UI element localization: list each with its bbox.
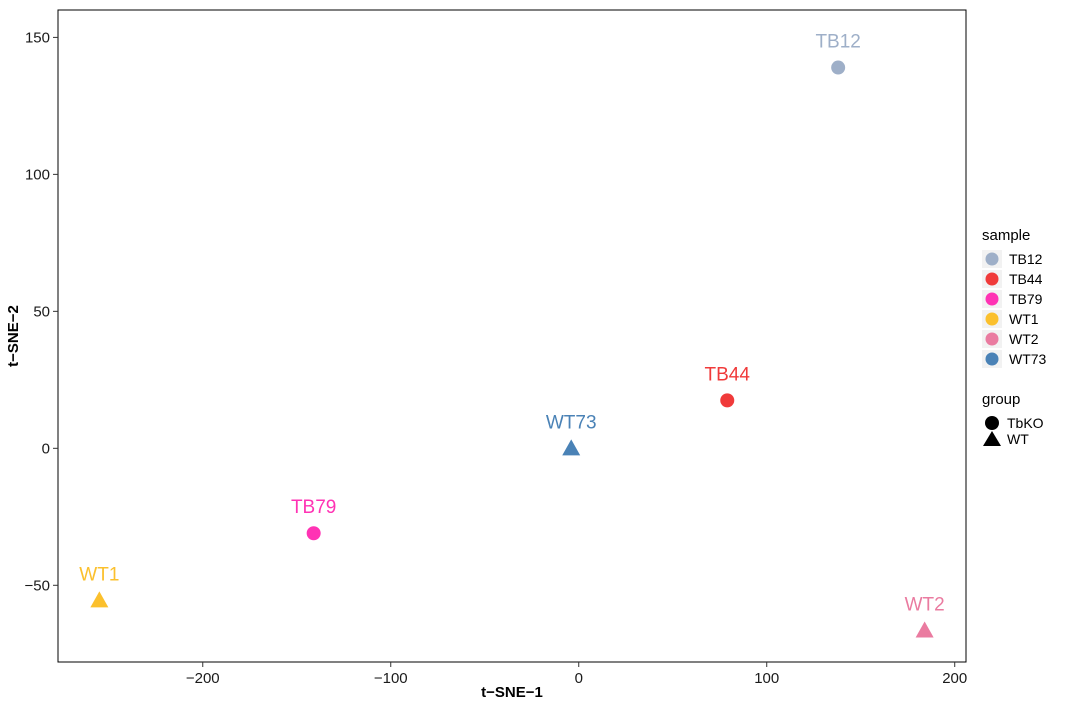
- x-tick-label: 100: [754, 670, 779, 687]
- x-tick-label: 0: [575, 670, 583, 687]
- point-tb79-circle: [306, 526, 321, 541]
- x-axis-title: t−SNE−1: [481, 684, 543, 701]
- x-tick-label: −100: [374, 670, 408, 687]
- point-tb12-circle: [831, 60, 846, 75]
- legend-sample-swatch: [985, 292, 999, 306]
- x-tick-label: −200: [186, 670, 220, 687]
- legend-group-triangle-icon: [983, 431, 1001, 446]
- legend-sample-label: WT2: [1009, 331, 1039, 347]
- legend-sample-swatch: [985, 272, 999, 286]
- legend: sample TB12 TB44 TB79 WT1 WT2 WT73 group TbKO…: [982, 227, 1047, 447]
- point-label-wt2: WT2: [905, 594, 945, 615]
- y-axis: −50 0 50 100 150: [25, 29, 58, 594]
- legend-sample-label: WT1: [1009, 311, 1039, 327]
- y-axis-title: t−SNE−2: [5, 305, 22, 367]
- legend-sample-label: TB44: [1009, 271, 1043, 287]
- legend-group-circle-icon: [985, 416, 999, 430]
- legend-group-label: WT: [1007, 431, 1029, 447]
- point-wt2-triangle: [915, 621, 934, 638]
- legend-sample-swatch: [985, 332, 999, 346]
- y-tick-label: 100: [25, 166, 50, 183]
- point-label-tb12: TB12: [815, 32, 860, 53]
- point-label-wt73: WT73: [546, 412, 597, 433]
- legend-group-title: group: [982, 391, 1020, 408]
- legend-sample-label: TB12: [1009, 251, 1043, 267]
- y-tick-label: 0: [42, 440, 50, 457]
- data-points: [90, 60, 934, 638]
- y-tick-label: 50: [33, 303, 50, 320]
- plot-panel: [57, 9, 967, 663]
- legend-sample-items: TB12 TB44 TB79 WT1 WT2 WT73: [982, 250, 1047, 368]
- y-tick-label: 150: [25, 29, 50, 46]
- legend-sample-swatch: [985, 352, 999, 366]
- point-labels: TB12 TB44 WT73 TB79 WT1 WT2: [79, 32, 944, 616]
- legend-group-label: TbKO: [1007, 415, 1044, 431]
- x-tick-label: 200: [942, 670, 967, 687]
- x-axis: −200 −100 0 100 200: [186, 662, 967, 687]
- point-wt73-triangle: [562, 439, 581, 456]
- legend-sample-label: TB79: [1009, 291, 1043, 307]
- point-label-wt1: WT1: [79, 564, 119, 585]
- point-wt1-triangle: [90, 591, 109, 608]
- point-label-tb44: TB44: [705, 364, 751, 385]
- legend-sample-swatch: [985, 252, 999, 266]
- legend-sample-swatch: [985, 312, 999, 326]
- y-tick-label: −50: [25, 577, 50, 594]
- point-tb44-circle: [720, 393, 735, 408]
- point-label-tb79: TB79: [291, 497, 336, 518]
- legend-sample-label: WT73: [1009, 351, 1047, 367]
- legend-sample-title: sample: [982, 227, 1030, 244]
